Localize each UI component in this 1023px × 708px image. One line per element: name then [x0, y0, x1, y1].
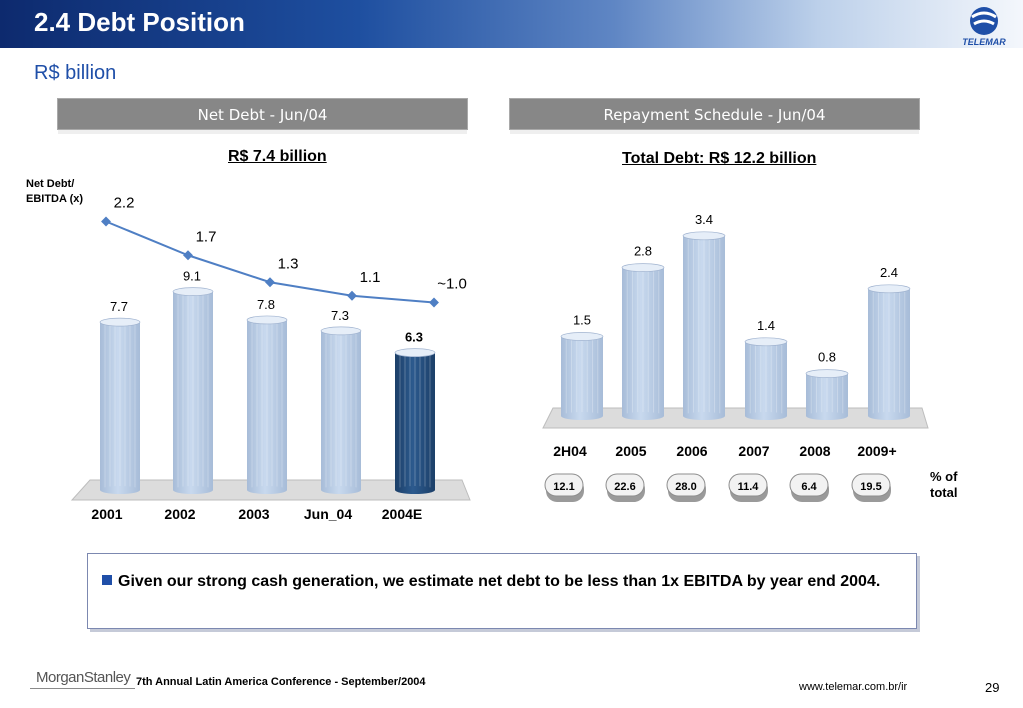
square-bullet-icon — [102, 575, 112, 585]
bar-2005 — [621, 263, 665, 420]
pct-badge — [851, 473, 891, 497]
ebitda-point — [265, 277, 275, 288]
ebitda-value-label: 1.3 — [278, 255, 299, 272]
pct-badge-label: 12.1 — [553, 481, 574, 493]
note-text-wrap: Given our strong cash generation, we est… — [102, 571, 902, 593]
unit-subtitle: R$ billion — [34, 62, 117, 84]
page-title: 2.4 Debt Position — [34, 7, 245, 37]
bar-value-label: 1.5 — [573, 313, 591, 328]
pct-badge-label: 19.5 — [860, 481, 881, 493]
ebitda-value-label: 2.2 — [114, 195, 135, 212]
bar-2001 — [99, 317, 141, 494]
ebitda-point — [429, 297, 439, 308]
x-tick-label: 2006 — [676, 443, 707, 459]
x-tick-label: Jun_04 — [304, 506, 352, 522]
pct-badge — [789, 473, 829, 497]
x-tick-label: 2009+ — [857, 443, 896, 459]
x-tick-label: 2002 — [164, 506, 195, 522]
ebitda-line — [105, 220, 435, 304]
x-tick-label: 2H04 — [553, 443, 587, 459]
bar-value-label: 0.8 — [818, 350, 836, 365]
pct-label-line2: total — [930, 485, 958, 500]
bar-2006 — [682, 231, 726, 420]
pct-badge — [605, 473, 645, 497]
footer-conference: 7th Annual Latin America Conference - Se… — [136, 676, 426, 688]
x-tick-label: 2005 — [615, 443, 646, 459]
pct-badge-label: 6.4 — [801, 481, 817, 493]
ebitda-value-label: 1.7 — [196, 228, 217, 245]
line-series-label: Net Debt/ EBITDA (x) — [26, 178, 84, 205]
pct-badge-label: 11.4 — [738, 481, 760, 493]
bar-value-label: 7.3 — [331, 308, 349, 323]
bar-2H04 — [560, 332, 604, 420]
ebitda-point — [347, 290, 357, 301]
x-tick-label: 2004E — [382, 506, 422, 522]
footer-url[interactable]: www.telemar.com.br/ir — [799, 681, 908, 693]
ebitda-value-label: 1.1 — [360, 269, 381, 286]
net-debt-heading: Net Debt - Jun/04 — [57, 98, 468, 134]
pct-badge — [666, 473, 706, 497]
bar-value-label: 3.4 — [695, 212, 713, 227]
repayment-heading: Repayment Schedule - Jun/04 — [509, 98, 920, 134]
note-text: Given our strong cash generation, we est… — [118, 573, 881, 590]
bar-value-label: 7.8 — [257, 297, 275, 312]
bar-2002 — [172, 287, 214, 494]
pct-of-total-label: % of total — [930, 469, 957, 501]
bar-2007 — [744, 337, 788, 420]
x-tick-label: 2008 — [799, 443, 830, 459]
pct-badge — [728, 473, 768, 497]
bar-value-label: 9.1 — [183, 269, 201, 284]
pct-badge-label: 22.6 — [614, 481, 635, 493]
bar-2004E — [394, 348, 436, 494]
morgan-stanley-logo: MorganStanley — [36, 669, 131, 686]
x-tick-label: 2001 — [91, 506, 122, 522]
pct-label-line1: % of — [930, 469, 958, 484]
ebitda-point — [183, 250, 193, 261]
ebitda-value-label: ~1.0 — [437, 276, 467, 293]
ebitda-point — [101, 216, 111, 227]
footer-divider — [30, 688, 135, 689]
note-box: Given our strong cash generation, we est… — [87, 553, 917, 629]
pct-badge-label: 28.0 — [675, 481, 696, 493]
bar-value-label: 7.7 — [110, 299, 128, 314]
x-tick-label: 2007 — [738, 443, 769, 459]
bar-2003 — [246, 315, 288, 494]
bar-2009+ — [867, 284, 911, 420]
bar-value-label: 1.4 — [757, 318, 775, 333]
bar-2008 — [805, 369, 849, 420]
bar-value-label: 2.8 — [634, 244, 652, 259]
bar-value-label: 2.4 — [880, 265, 898, 280]
header-bar — [0, 0, 1023, 48]
bar-value-label: 6.3 — [405, 330, 423, 345]
bar-Jun_04 — [320, 326, 362, 494]
telemar-logo: TELEMAR — [962, 7, 1006, 47]
logo-text: TELEMAR — [962, 37, 1006, 47]
page-number: 29 — [985, 680, 1000, 695]
x-tick-label: 2003 — [238, 506, 269, 522]
pct-badge — [544, 473, 584, 497]
net-debt-subheading: R$ 7.4 billion — [228, 148, 327, 165]
total-debt-subheading: Total Debt: R$ 12.2 billion — [622, 150, 817, 167]
